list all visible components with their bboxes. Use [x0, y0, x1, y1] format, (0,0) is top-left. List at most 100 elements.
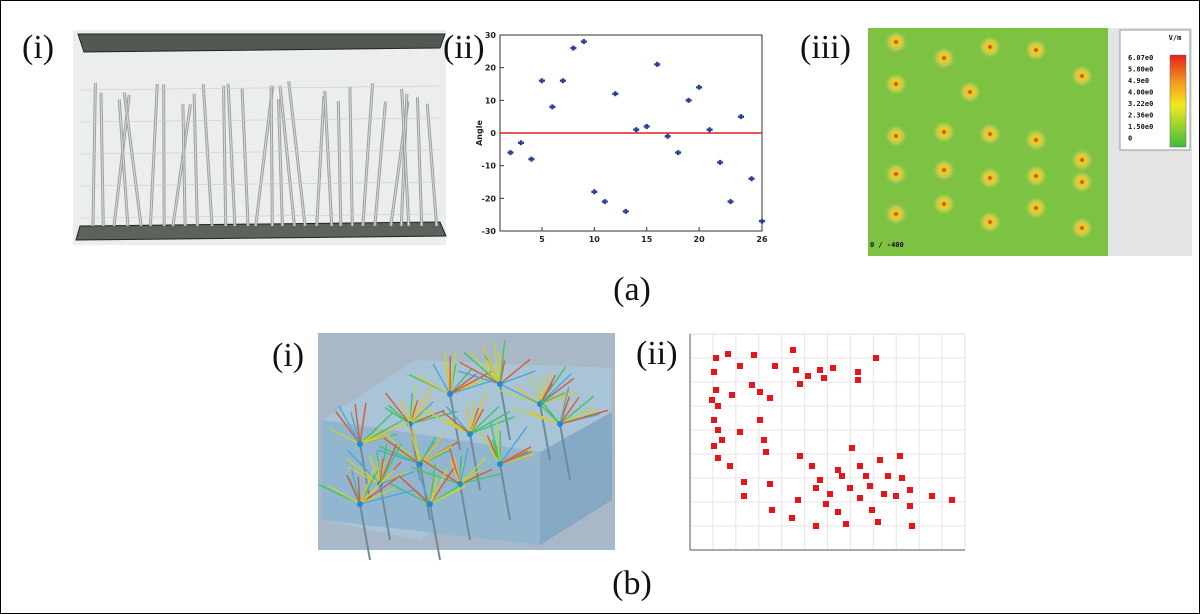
point: [881, 491, 887, 497]
field-spot: [1024, 164, 1048, 188]
field-spot: [884, 124, 908, 148]
point: [857, 463, 863, 469]
point: [907, 503, 913, 509]
field-spot: [978, 210, 1002, 234]
panel-label: (i): [272, 337, 304, 374]
point: [823, 501, 829, 507]
point: [709, 397, 715, 403]
colorbar-label: 3.22e0: [1128, 100, 1153, 108]
field-spot: [884, 30, 908, 54]
field-spot: [1024, 38, 1048, 62]
point: [863, 473, 869, 479]
point: [897, 453, 903, 459]
point: [727, 463, 733, 469]
point: [899, 475, 905, 481]
colorbar-title: V/m: [1169, 34, 1182, 42]
point: [737, 363, 743, 369]
field-spot: [932, 192, 956, 216]
root: [467, 431, 473, 437]
point: [761, 437, 767, 443]
field-spot: [1070, 64, 1094, 88]
point: [715, 403, 721, 409]
field-spot: [1070, 216, 1094, 240]
panel-label: (iii): [800, 29, 851, 66]
field-spot: [978, 166, 1002, 190]
point: [763, 449, 769, 455]
figure-label: (b): [612, 565, 652, 602]
y-tick-label: -30: [482, 227, 497, 236]
point: [797, 381, 803, 387]
field-spot: [958, 80, 982, 104]
field-spot: [884, 162, 908, 186]
point: [893, 493, 899, 499]
point: [817, 367, 823, 373]
field-spot: [1024, 196, 1048, 220]
point: [885, 473, 891, 479]
point: [830, 365, 836, 371]
root: [357, 441, 363, 447]
point: [875, 519, 881, 525]
point: [809, 463, 815, 469]
field-spot: [884, 72, 908, 96]
point: [729, 392, 735, 398]
y-tick-label: 10: [485, 96, 497, 105]
point: [847, 485, 853, 491]
root: [497, 461, 503, 467]
x-tick-label: 5: [539, 235, 545, 244]
point: [877, 457, 883, 463]
point: [817, 477, 823, 483]
point: [757, 417, 763, 423]
root: [427, 501, 433, 507]
colorbar-label: 2.36e0: [1128, 112, 1153, 120]
render-a-i: [73, 30, 446, 245]
field-spot: [978, 35, 1002, 59]
panel-label: (ii): [443, 29, 485, 66]
point: [857, 495, 863, 501]
point: [711, 369, 717, 375]
point: [741, 493, 747, 499]
panel-label: (i): [22, 29, 54, 66]
point: [835, 509, 841, 515]
point: [757, 389, 763, 395]
field-spot: [1024, 128, 1048, 152]
point: [790, 347, 796, 353]
point: [797, 453, 803, 459]
point: [772, 363, 778, 369]
root: [357, 501, 363, 507]
y-axis-label: Angle: [475, 120, 484, 146]
field-spot: [932, 46, 956, 70]
x-tick-label: 10: [589, 235, 601, 244]
point: [873, 355, 879, 361]
field-spot: [884, 202, 908, 226]
point: [839, 473, 845, 479]
x-tick-label: 15: [641, 235, 653, 244]
point: [751, 352, 757, 358]
point: [843, 521, 849, 527]
point: [767, 481, 773, 487]
point: [855, 369, 861, 375]
point: [719, 437, 725, 443]
y-tick-label: -10: [482, 162, 497, 171]
point: [767, 395, 773, 401]
field-spot: [1070, 148, 1094, 172]
colorbar-label: 1.50e0: [1128, 123, 1153, 131]
point: [835, 467, 841, 473]
root: [417, 461, 423, 467]
point: [867, 483, 873, 489]
point: [713, 355, 719, 361]
colorbar: [1170, 55, 1186, 147]
panel-label: (ii): [636, 335, 678, 372]
point: [827, 491, 833, 497]
map-footer: 0 / -400: [870, 241, 904, 249]
point: [789, 515, 795, 521]
point: [849, 445, 855, 451]
y-tick-label: 30: [485, 31, 497, 40]
colorbar-label: 5.80e0: [1128, 66, 1153, 74]
field-spot: [1070, 170, 1094, 194]
x-tick-label: 20: [694, 235, 706, 244]
point: [813, 485, 819, 491]
point: [855, 377, 861, 383]
point: [725, 351, 731, 357]
figure-label: (a): [613, 271, 651, 308]
colorbar-label: 0: [1128, 135, 1132, 143]
